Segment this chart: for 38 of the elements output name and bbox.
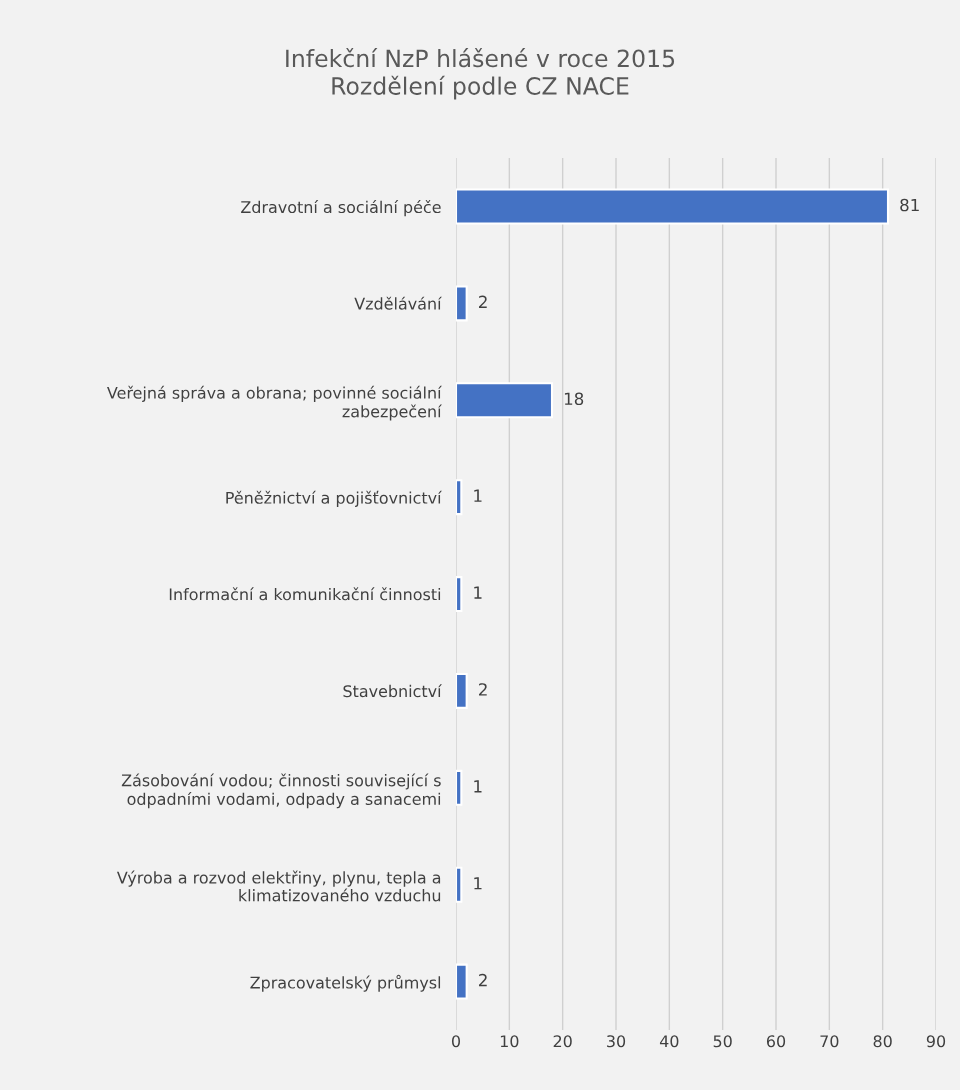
bar — [456, 769, 463, 806]
data-label: 1 — [474, 489, 482, 502]
data-label: 2 — [479, 295, 487, 308]
data-label: 2 — [479, 683, 487, 696]
y-tick-label: Zásobování vodou; činnosti související s odpadními vodami, odpady a sanacemi — [121, 773, 441, 809]
x-tick-label: 70 — [820, 1035, 839, 1048]
x-tick-label: 10 — [500, 1035, 519, 1048]
x-tick-label: 90 — [926, 1035, 946, 1048]
y-tick-label: Zdravotní a sociální péče — [241, 200, 441, 217]
y-tick-label: Vzdělávání — [354, 296, 442, 310]
bar — [456, 672, 468, 709]
x-tick-label: 80 — [873, 1035, 892, 1048]
y-tick-label: Veřejná správa a obrana; povinné sociální zabezpečení — [107, 385, 442, 421]
x-tick-label: 50 — [713, 1035, 732, 1048]
bar — [456, 866, 463, 903]
chart-title: Infekční NzP hlášené v roce 2015 Rozdělení podle CZ NACE — [286, 48, 675, 100]
y-tick-label: Zpracovatelský průmysl — [250, 974, 441, 992]
data-label: 1 — [474, 780, 482, 793]
y-tick-label: Stavebnictví — [343, 684, 442, 698]
bar — [456, 285, 468, 322]
x-tick-label: 0 — [451, 1035, 461, 1048]
x-tick-label: 40 — [659, 1035, 679, 1048]
bar — [456, 382, 554, 419]
y-tick-label: Informační a komunikační činnosti — [169, 587, 441, 601]
x-tick-label: 60 — [766, 1035, 786, 1048]
data-label: 1 — [474, 586, 482, 599]
bar — [456, 576, 463, 613]
bar — [456, 479, 463, 516]
y-tick-label: Výroba a rozvod elektřiny, plynu, tepla a klimatizovaného vzduchu — [116, 870, 441, 902]
data-label: 81 — [900, 198, 919, 212]
y-tick-label: Pěněžnictví a pojišťovnictví — [226, 490, 442, 507]
bar — [456, 963, 468, 1000]
bar — [456, 188, 890, 225]
data-label: 1 — [474, 877, 482, 890]
data-label: 2 — [479, 973, 487, 987]
x-tick-label: 20 — [553, 1035, 572, 1048]
x-tick-label: 30 — [607, 1035, 626, 1048]
data-label: 18 — [564, 392, 584, 406]
